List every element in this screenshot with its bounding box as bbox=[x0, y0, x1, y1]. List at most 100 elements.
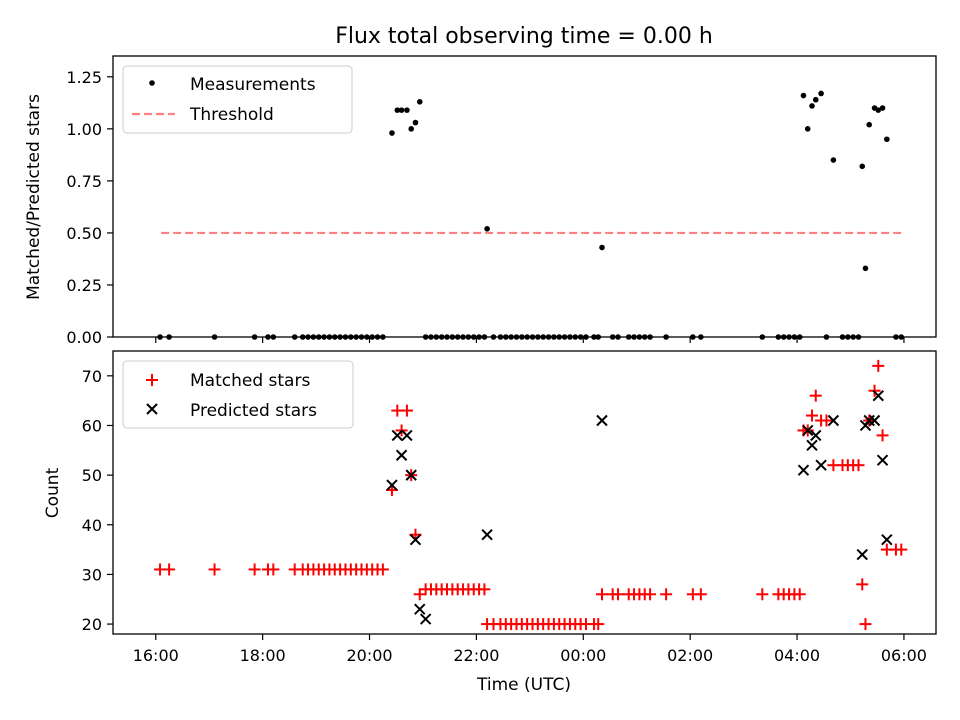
matched-star-point bbox=[267, 563, 280, 576]
matched-star-point bbox=[478, 583, 491, 596]
x-tick-label: 18:00 bbox=[240, 646, 286, 665]
predicted-star-point bbox=[386, 479, 398, 491]
x-tick-label: 04:00 bbox=[774, 646, 820, 665]
matched-star-point bbox=[660, 588, 673, 601]
measurement-point bbox=[416, 98, 423, 105]
x-tick-label: 00:00 bbox=[560, 646, 606, 665]
top-y-tick-label: 0.50 bbox=[66, 224, 102, 243]
predicted-star-point bbox=[810, 429, 822, 442]
top-y-tick-label: 0.75 bbox=[66, 172, 102, 191]
predicted-star-point bbox=[806, 439, 818, 452]
matched-star-point bbox=[612, 588, 625, 601]
predicted-star-point bbox=[405, 469, 417, 481]
predicted-star-point bbox=[414, 603, 426, 615]
measurement-point bbox=[394, 107, 401, 113]
legend-marker-predicted bbox=[146, 403, 158, 415]
predicted-star-point bbox=[596, 414, 608, 427]
bottom-y-tick-label: 70 bbox=[82, 367, 102, 386]
measurement-point bbox=[398, 107, 405, 113]
top-y-axis-label: Matched/Predicted stars bbox=[24, 94, 44, 300]
top-y-tick-label: 0.00 bbox=[66, 328, 102, 347]
bottom-y-tick-label: 50 bbox=[82, 466, 102, 485]
top-y-tick-label: 0.25 bbox=[66, 276, 102, 295]
legend-marker-matched bbox=[146, 374, 158, 386]
measurement-point bbox=[859, 163, 866, 170]
measurement-point bbox=[879, 105, 886, 111]
legend-label-matched: Matched stars bbox=[190, 371, 310, 391]
top-plot-frame bbox=[112, 55, 937, 338]
x-tick-label: 16:00 bbox=[133, 646, 179, 665]
predicted-star-point bbox=[815, 459, 827, 471]
matched-star-point bbox=[820, 414, 833, 427]
bottom-y-tick-label: 20 bbox=[82, 615, 102, 634]
measurement-point bbox=[875, 107, 882, 113]
x-tick-label: 20:00 bbox=[346, 646, 392, 665]
matched-star-point bbox=[163, 563, 176, 576]
measurement-point bbox=[800, 92, 807, 99]
measurement-point bbox=[862, 265, 869, 272]
predicted-star-point bbox=[395, 449, 408, 461]
predicted-star-point bbox=[856, 548, 868, 561]
matched-star-point bbox=[248, 563, 261, 576]
predicted-star-point bbox=[419, 613, 432, 625]
matched-star-point bbox=[852, 459, 865, 472]
top-plot-panel: 0.00 0.25 0.50 0.75 1.00 1.25 Matched/Predict… bbox=[24, 55, 937, 347]
matched-star-point bbox=[644, 588, 657, 601]
measurement-point bbox=[818, 90, 824, 97]
legend-label-threshold: Threshold bbox=[189, 105, 274, 125]
x-tick-label: 06:00 bbox=[881, 646, 927, 665]
bottom-y-tick-label: 60 bbox=[82, 416, 102, 435]
x-axis-label: Time (UTC) bbox=[476, 675, 571, 695]
predicted-star-point bbox=[872, 389, 884, 402]
legend-label-predicted: Predicted stars bbox=[190, 401, 317, 421]
matched-star-point bbox=[806, 409, 819, 422]
predicted-star-point bbox=[797, 464, 810, 476]
predicted-star-point bbox=[827, 414, 840, 427]
matched-star-point bbox=[895, 543, 908, 556]
measurement-point bbox=[830, 157, 837, 163]
measurement-point bbox=[809, 103, 815, 109]
measurement-point bbox=[412, 119, 419, 126]
matched-star-point bbox=[856, 578, 869, 591]
measurement-point bbox=[599, 244, 605, 251]
matched-star-point bbox=[595, 588, 608, 601]
matched-star-point bbox=[872, 359, 885, 372]
bottom-plot-frame bbox=[112, 350, 937, 635]
predicted-star-point bbox=[876, 454, 889, 466]
bottom-y-tick-label: 40 bbox=[82, 516, 102, 535]
bottom-y-tick-label: 30 bbox=[82, 565, 102, 584]
legend-marker-measurements bbox=[149, 80, 155, 86]
matched-star-point bbox=[694, 588, 707, 601]
top-legend: Measurements Threshold bbox=[122, 65, 353, 134]
chart-title: Flux total observing time = 0.00 h bbox=[335, 24, 713, 49]
matched-star-point bbox=[793, 588, 806, 601]
measurement-point bbox=[866, 121, 872, 128]
bottom-plot-panel: 20 30 40 50 60 70 16:00 18:00 20:00 22:00 00:00 02… bbox=[43, 350, 937, 695]
bottom-legend: Matched stars Predicted stars bbox=[122, 360, 354, 429]
predicted-star-point bbox=[881, 533, 893, 546]
predicted-star-point bbox=[868, 414, 881, 427]
measurement-point bbox=[404, 107, 410, 113]
predicted-star-point bbox=[802, 424, 814, 437]
top-y-tick-label: 1.25 bbox=[66, 68, 102, 87]
predicted-star-point bbox=[401, 429, 413, 442]
bottom-y-axis-label: Count bbox=[43, 467, 63, 518]
legend-label-measurements: Measurements bbox=[190, 75, 316, 95]
matched-star-point bbox=[876, 429, 889, 442]
x-tick-label: 02:00 bbox=[667, 646, 713, 665]
measurement-point bbox=[389, 130, 395, 136]
matched-star-point bbox=[859, 618, 872, 631]
matched-star-point bbox=[376, 563, 389, 576]
predicted-star-point bbox=[391, 429, 404, 442]
measurement-point bbox=[408, 126, 415, 132]
measurement-point bbox=[804, 126, 811, 132]
measurement-point bbox=[812, 96, 819, 103]
predicted-star-point bbox=[481, 528, 493, 541]
measurement-point bbox=[484, 225, 490, 232]
matched-star-point bbox=[400, 404, 413, 417]
matched-star-point bbox=[208, 563, 221, 576]
x-tick-label: 22:00 bbox=[453, 646, 499, 665]
top-y-tick-label: 1.00 bbox=[66, 120, 102, 139]
predicted-star-point bbox=[409, 533, 422, 546]
